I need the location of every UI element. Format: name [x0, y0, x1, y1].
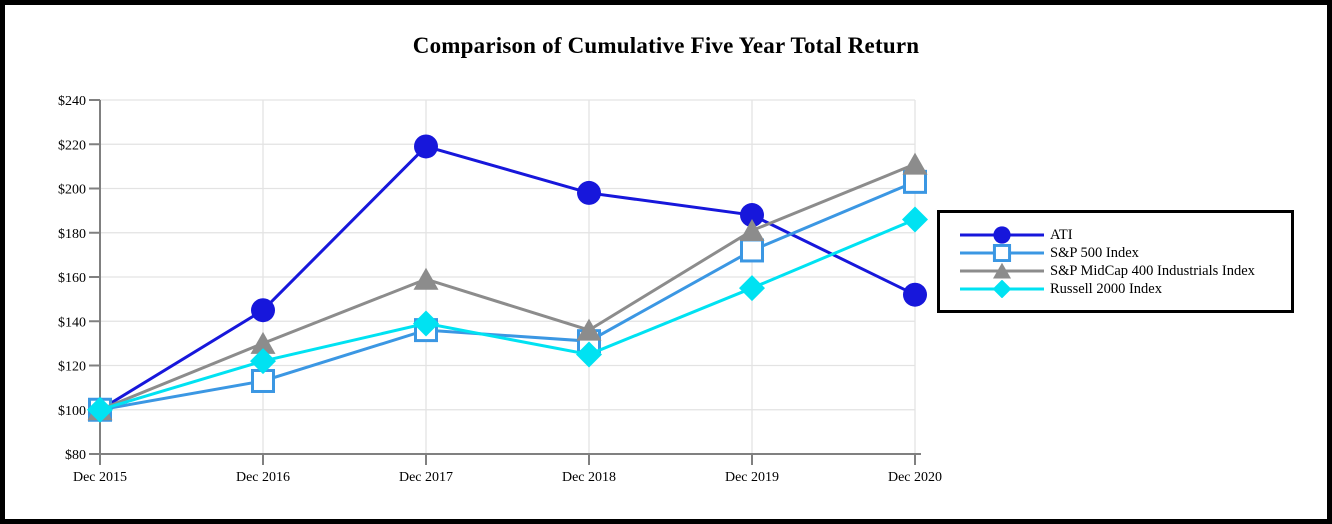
series-line	[99, 162, 916, 412]
y-tick-label: $140	[58, 315, 86, 330]
axis-labels: $80 $100 $120 $140 $160 $180 $200 $220 $240 Dec 2…	[58, 94, 942, 485]
x-tick-label: Dec 2018	[562, 470, 616, 485]
data-point-marker	[740, 203, 764, 228]
series-s-p-midcap-400-industrials-index	[87, 152, 928, 421]
data-point-marker	[739, 219, 765, 242]
legend-item-russell-2000-index: Russell 2000 Index	[959, 280, 1291, 298]
chart-legend: ATI S&P 500 Index S&P MidCap 400 Industria…	[937, 210, 1294, 313]
series-ati	[88, 134, 927, 422]
legend-swatch-open-square-icon	[960, 244, 1044, 262]
legend-swatch-diamond-icon	[960, 280, 1044, 298]
series-line	[99, 218, 916, 412]
y-tick-label: $240	[58, 94, 86, 109]
legend-swatch-triangle-icon	[960, 262, 1044, 279]
series-line	[99, 180, 916, 412]
data-point-marker	[576, 318, 602, 341]
x-tick-label: Dec 2019	[725, 470, 779, 485]
data-point-marker	[87, 396, 113, 423]
data-point-marker	[739, 275, 765, 302]
y-tick-label: $100	[58, 404, 86, 419]
data-point-marker	[993, 262, 1011, 279]
legend-item-ati: ATI	[959, 226, 1291, 244]
y-tick-label: $160	[58, 271, 86, 286]
x-tick-label: Dec 2017	[399, 470, 453, 485]
gridlines	[100, 99, 916, 454]
x-tick-label: Dec 2020	[888, 470, 942, 485]
data-point-marker	[902, 206, 928, 233]
x-tick-label: Dec 2016	[236, 470, 290, 485]
chart-title: Comparison of Cumulative Five Year Total…	[412, 33, 920, 58]
series-russell-2000-index	[87, 206, 928, 423]
series-line	[99, 144, 916, 412]
data-point-marker	[251, 298, 275, 323]
y-tick-label: $220	[58, 138, 86, 153]
data-point-marker	[414, 134, 438, 159]
y-tick-label: $200	[58, 183, 86, 198]
data-point-marker	[413, 267, 439, 290]
legend-label: Russell 2000 Index	[1050, 280, 1162, 297]
legend-label: ATI	[1050, 226, 1073, 243]
data-point-marker	[577, 180, 601, 205]
data-point-marker	[250, 348, 276, 375]
data-point-marker	[992, 244, 1012, 262]
y-tick-label: $80	[65, 448, 86, 463]
legend-swatch-circle-icon	[960, 226, 1044, 244]
data-point-marker	[903, 282, 927, 307]
legend-label: S&P MidCap 400 Industrials Index	[1050, 262, 1255, 279]
axes	[89, 99, 921, 465]
data-point-marker	[740, 238, 764, 263]
y-tick-label: $120	[58, 360, 86, 375]
legend-rows: ATI S&P 500 Index S&P MidCap 400 Industria…	[959, 226, 1291, 298]
data-point-marker	[576, 341, 602, 368]
data-point-marker	[902, 152, 928, 175]
x-tick-label: Dec 2015	[73, 470, 127, 485]
data-point-marker	[992, 280, 1012, 298]
data-point-marker	[250, 331, 276, 354]
data-point-marker	[413, 310, 439, 337]
data-point-marker	[993, 226, 1011, 244]
legend-item-s-p-midcap-400-industrials-index: S&P MidCap 400 Industrials Index	[959, 262, 1291, 280]
legend-label: S&P 500 Index	[1050, 244, 1139, 261]
series-s-p-500-index	[88, 169, 927, 422]
y-tick-label: $180	[58, 227, 86, 242]
legend-item-s-p-500-index: S&P 500 Index	[959, 244, 1291, 262]
